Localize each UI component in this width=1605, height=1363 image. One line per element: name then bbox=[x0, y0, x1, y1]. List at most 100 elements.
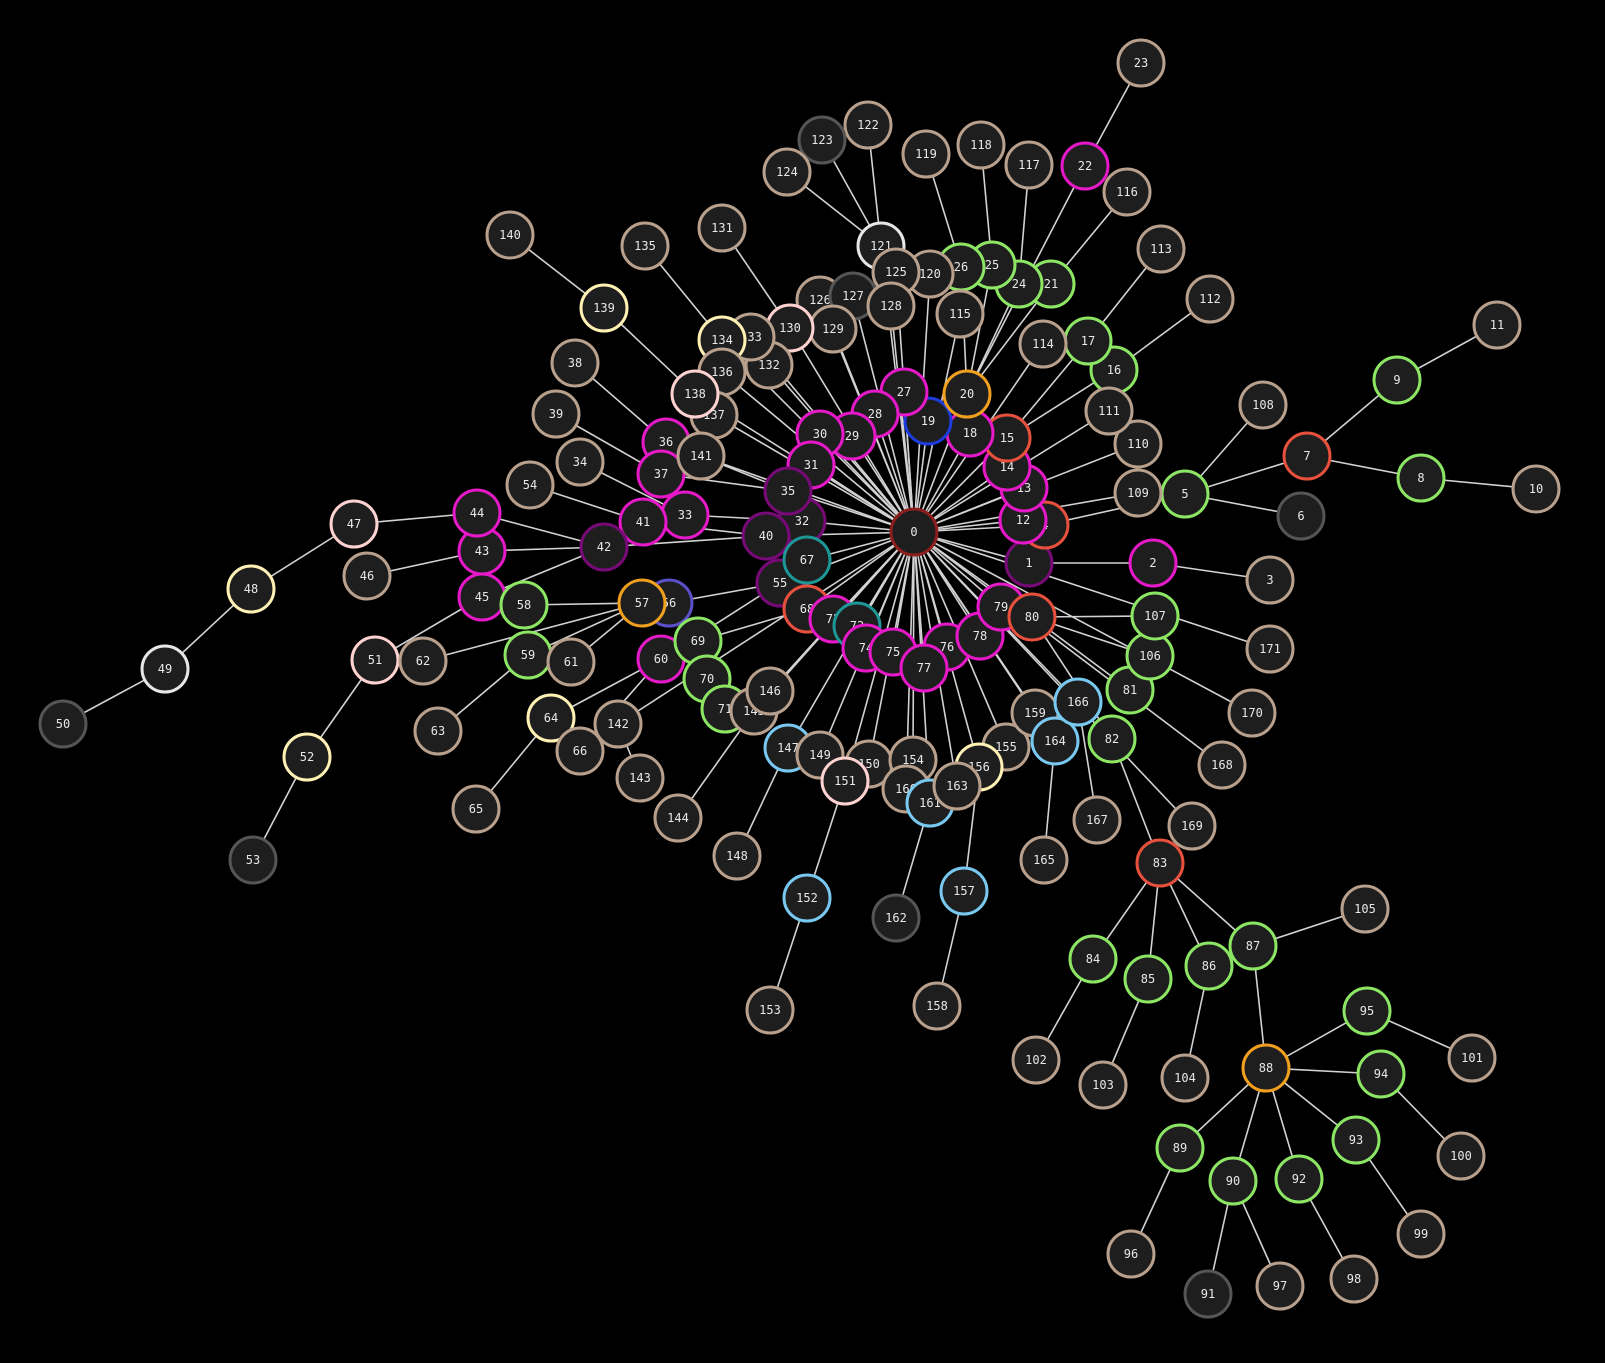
graph-node-153[interactable]: 153 bbox=[745, 985, 795, 1035]
graph-node-86[interactable]: 86 bbox=[1184, 941, 1234, 991]
graph-node-33[interactable]: 33 bbox=[660, 490, 710, 540]
graph-node-93[interactable]: 93 bbox=[1331, 1115, 1381, 1165]
graph-node-112[interactable]: 112 bbox=[1185, 274, 1235, 324]
graph-node-82[interactable]: 82 bbox=[1087, 714, 1137, 764]
graph-node-84[interactable]: 84 bbox=[1068, 934, 1118, 984]
graph-node-23[interactable]: 23 bbox=[1116, 38, 1166, 88]
graph-node-5[interactable]: 5 bbox=[1160, 469, 1210, 519]
graph-node-104[interactable]: 104 bbox=[1160, 1053, 1210, 1103]
graph-node-106[interactable]: 106 bbox=[1125, 631, 1175, 681]
graph-node-98[interactable]: 98 bbox=[1329, 1254, 1379, 1304]
graph-node-2[interactable]: 2 bbox=[1128, 538, 1178, 588]
graph-node-66[interactable]: 66 bbox=[555, 726, 605, 776]
graph-node-48[interactable]: 48 bbox=[226, 564, 276, 614]
graph-node-94[interactable]: 94 bbox=[1356, 1049, 1406, 1099]
graph-node-111[interactable]: 111 bbox=[1084, 386, 1134, 436]
graph-node-119[interactable]: 119 bbox=[901, 129, 951, 179]
graph-node-130[interactable]: 130 bbox=[765, 303, 815, 353]
graph-node-151[interactable]: 151 bbox=[820, 756, 870, 806]
graph-node-166[interactable]: 166 bbox=[1053, 677, 1103, 727]
graph-node-107[interactable]: 107 bbox=[1130, 591, 1180, 641]
graph-node-124[interactable]: 124 bbox=[762, 147, 812, 197]
graph-node-100[interactable]: 100 bbox=[1436, 1131, 1486, 1181]
graph-node-90[interactable]: 90 bbox=[1208, 1156, 1258, 1206]
graph-node-54[interactable]: 54 bbox=[505, 460, 555, 510]
graph-node-162[interactable]: 162 bbox=[871, 893, 921, 943]
graph-node-41[interactable]: 41 bbox=[618, 497, 668, 547]
graph-node-83[interactable]: 83 bbox=[1135, 838, 1185, 888]
graph-node-6[interactable]: 6 bbox=[1276, 491, 1326, 541]
graph-node-85[interactable]: 85 bbox=[1123, 954, 1173, 1004]
graph-node-101[interactable]: 101 bbox=[1447, 1033, 1497, 1083]
graph-node-164[interactable]: 164 bbox=[1030, 716, 1080, 766]
graph-node-128[interactable]: 128 bbox=[866, 281, 916, 331]
graph-node-0[interactable]: 0 bbox=[889, 507, 939, 557]
graph-node-131[interactable]: 131 bbox=[697, 203, 747, 253]
graph-node-34[interactable]: 34 bbox=[555, 437, 605, 487]
graph-node-140[interactable]: 140 bbox=[485, 210, 535, 260]
graph-node-53[interactable]: 53 bbox=[228, 835, 278, 885]
graph-node-92[interactable]: 92 bbox=[1274, 1154, 1324, 1204]
graph-node-35[interactable]: 35 bbox=[763, 466, 813, 516]
graph-node-169[interactable]: 169 bbox=[1167, 801, 1217, 851]
graph-node-77[interactable]: 77 bbox=[899, 643, 949, 693]
graph-node-40[interactable]: 40 bbox=[741, 511, 791, 561]
graph-node-96[interactable]: 96 bbox=[1106, 1229, 1156, 1279]
graph-node-167[interactable]: 167 bbox=[1072, 795, 1122, 845]
graph-node-52[interactable]: 52 bbox=[282, 732, 332, 782]
graph-node-87[interactable]: 87 bbox=[1228, 921, 1278, 971]
graph-node-105[interactable]: 105 bbox=[1340, 884, 1390, 934]
graph-node-37[interactable]: 37 bbox=[636, 449, 686, 499]
graph-node-109[interactable]: 109 bbox=[1113, 468, 1163, 518]
graph-node-64[interactable]: 64 bbox=[526, 693, 576, 743]
graph-node-123[interactable]: 123 bbox=[797, 115, 847, 165]
graph-node-143[interactable]: 143 bbox=[615, 753, 665, 803]
graph-node-144[interactable]: 144 bbox=[653, 793, 703, 843]
graph-node-141[interactable]: 141 bbox=[676, 431, 726, 481]
graph-node-88[interactable]: 88 bbox=[1241, 1043, 1291, 1093]
graph-node-148[interactable]: 148 bbox=[712, 831, 762, 881]
graph-node-170[interactable]: 170 bbox=[1227, 688, 1277, 738]
graph-node-117[interactable]: 117 bbox=[1004, 140, 1054, 190]
graph-node-171[interactable]: 171 bbox=[1245, 624, 1295, 674]
graph-node-91[interactable]: 91 bbox=[1183, 1269, 1233, 1319]
graph-node-57[interactable]: 57 bbox=[617, 578, 667, 628]
graph-node-80[interactable]: 80 bbox=[1007, 592, 1057, 642]
graph-node-102[interactable]: 102 bbox=[1011, 1035, 1061, 1085]
graph-node-115[interactable]: 115 bbox=[935, 289, 985, 339]
graph-node-108[interactable]: 108 bbox=[1238, 380, 1288, 430]
graph-node-152[interactable]: 152 bbox=[782, 873, 832, 923]
graph-node-42[interactable]: 42 bbox=[579, 522, 629, 572]
graph-node-22[interactable]: 22 bbox=[1060, 141, 1110, 191]
graph-node-44[interactable]: 44 bbox=[452, 488, 502, 538]
graph-node-97[interactable]: 97 bbox=[1255, 1261, 1305, 1311]
graph-node-65[interactable]: 65 bbox=[451, 784, 501, 834]
graph-node-157[interactable]: 157 bbox=[939, 866, 989, 916]
graph-node-138[interactable]: 138 bbox=[670, 369, 720, 419]
graph-node-99[interactable]: 99 bbox=[1396, 1209, 1446, 1259]
graph-node-95[interactable]: 95 bbox=[1342, 986, 1392, 1036]
graph-node-39[interactable]: 39 bbox=[531, 389, 581, 439]
graph-node-20[interactable]: 20 bbox=[942, 369, 992, 419]
graph-node-45[interactable]: 45 bbox=[457, 572, 507, 622]
graph-node-165[interactable]: 165 bbox=[1019, 835, 1069, 885]
graph-node-10[interactable]: 10 bbox=[1511, 464, 1561, 514]
graph-node-63[interactable]: 63 bbox=[413, 706, 463, 756]
graph-node-9[interactable]: 9 bbox=[1372, 355, 1422, 405]
graph-node-168[interactable]: 168 bbox=[1197, 740, 1247, 790]
graph-node-61[interactable]: 61 bbox=[546, 637, 596, 687]
graph-node-139[interactable]: 139 bbox=[579, 283, 629, 333]
graph-node-142[interactable]: 142 bbox=[593, 699, 643, 749]
graph-node-67[interactable]: 67 bbox=[782, 535, 832, 585]
graph-node-62[interactable]: 62 bbox=[398, 636, 448, 686]
graph-node-47[interactable]: 47 bbox=[329, 499, 379, 549]
graph-node-89[interactable]: 89 bbox=[1155, 1123, 1205, 1173]
graph-node-8[interactable]: 8 bbox=[1396, 453, 1446, 503]
graph-node-110[interactable]: 110 bbox=[1113, 419, 1163, 469]
graph-node-49[interactable]: 49 bbox=[140, 644, 190, 694]
graph-node-17[interactable]: 17 bbox=[1063, 316, 1113, 366]
graph-node-59[interactable]: 59 bbox=[503, 630, 553, 680]
graph-node-135[interactable]: 135 bbox=[620, 221, 670, 271]
graph-node-3[interactable]: 3 bbox=[1245, 555, 1295, 605]
graph-node-103[interactable]: 103 bbox=[1078, 1060, 1128, 1110]
